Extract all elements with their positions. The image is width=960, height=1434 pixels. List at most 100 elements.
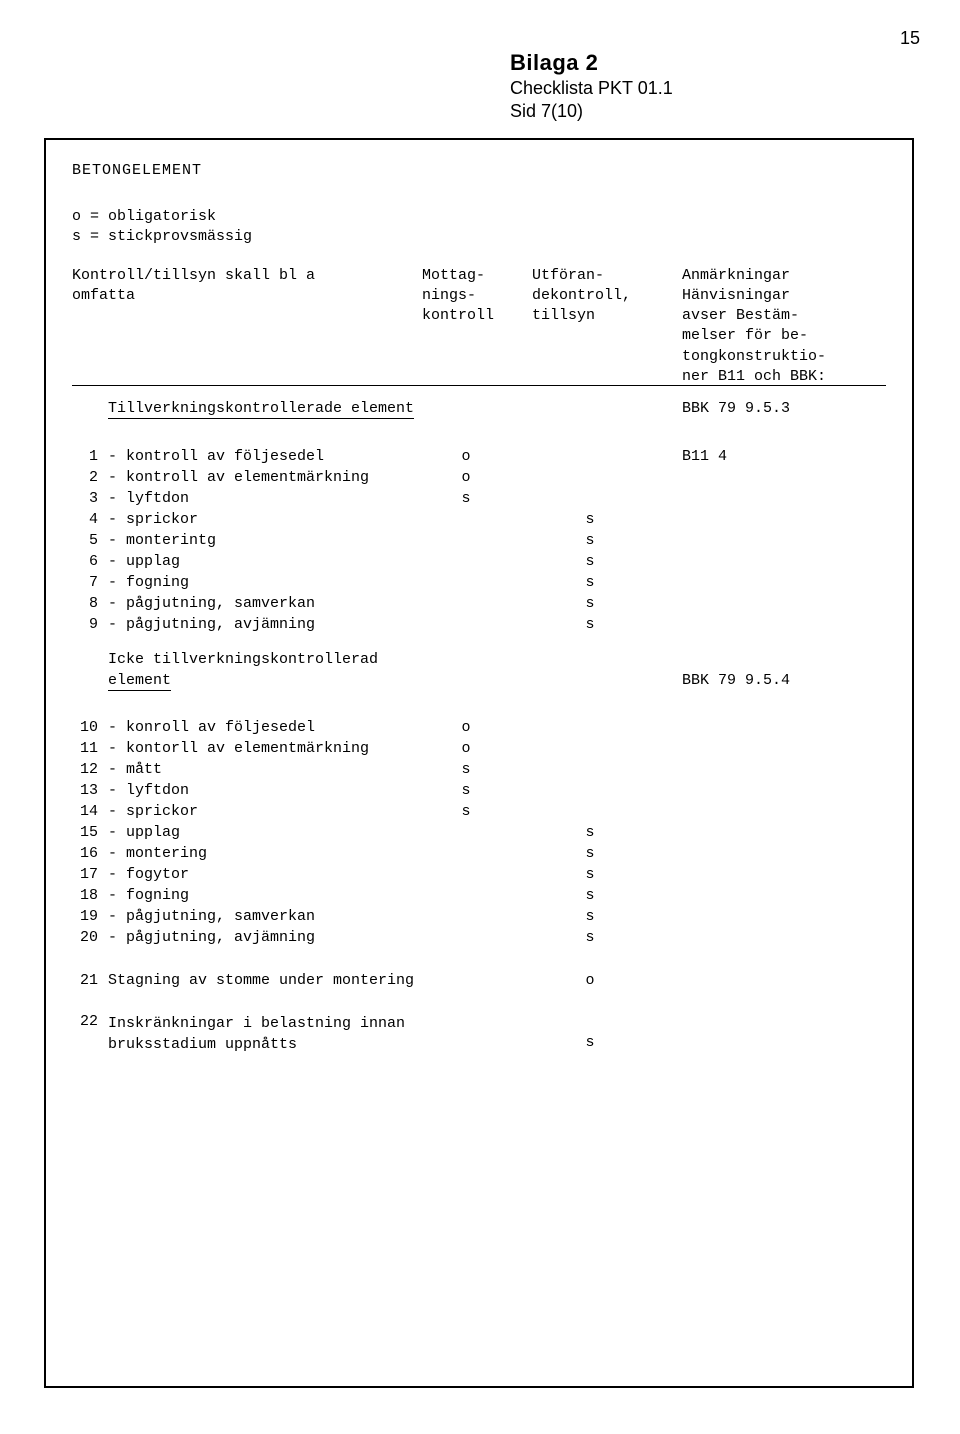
table-row: 2 - kontroll av elementmärkning o [72, 467, 886, 488]
row-num: 3 [72, 488, 98, 509]
table-row: 16- monterings [72, 843, 886, 864]
row-num: 15 [72, 822, 98, 843]
subheading-2-line1: Icke tillverkningskontrollerad [108, 651, 378, 668]
row-label: - pågjutning, samverkan [108, 593, 418, 614]
row-num: 8 [72, 593, 98, 614]
header-rule [72, 385, 886, 386]
colhead-c1c: kontroll [422, 306, 532, 326]
row-label: - upplag [108, 551, 418, 572]
row-label: - sprickor [108, 509, 418, 530]
row-c2: s [580, 593, 600, 614]
legend: o = obligatorisk s = stickprovsmässig [72, 207, 886, 248]
row-num: 1 [72, 446, 98, 467]
table-row: 6 - upplag s [72, 551, 886, 572]
row-c1: o [456, 467, 476, 488]
row-num: 18 [72, 885, 98, 906]
table-row: 3 - lyftdon s [72, 488, 886, 509]
row-num: 4 [72, 509, 98, 530]
gap [72, 424, 886, 446]
table-row: 4 - sprickor s [72, 509, 886, 530]
table-row: 15- upplags [72, 822, 886, 843]
row-num: 9 [72, 614, 98, 635]
table-row: 5- monterintgs [72, 530, 886, 551]
row-num: 20 [72, 927, 98, 948]
row-c1: o [456, 446, 476, 467]
colhead-c2a: Utföran- [532, 266, 672, 286]
row-num: 7 [72, 572, 98, 593]
header-sub1: Checklista PKT 01.1 [510, 78, 673, 99]
row-c2: s [580, 822, 600, 843]
header-title: Bilaga 2 [510, 50, 673, 76]
row-c2: s [580, 885, 600, 906]
gap [72, 948, 886, 970]
row-label: - montering [108, 843, 418, 864]
rows-group-1: 1- kontroll av följesedeloB11 42- kontro… [72, 446, 886, 635]
row-label: Stagning av stomme under montering [108, 970, 418, 991]
row-label-l1: Inskränkningar i belastning innan [108, 1013, 438, 1034]
row-num: 2 [72, 467, 98, 488]
row-c1: s [456, 488, 476, 509]
table-row: 19- pågjutning, samverkans [72, 906, 886, 927]
row-num: 11 [72, 738, 98, 759]
header-sub2: Sid 7(10) [510, 101, 673, 122]
row-num: 10 [72, 717, 98, 738]
section-title: BETONGELEMENT [72, 162, 886, 179]
row-num: 21 [72, 970, 98, 991]
subheading-2-ref: BBK 79 9.5.4 [682, 672, 790, 689]
row-c2: s [580, 530, 600, 551]
subheading-1-ref: BBK 79 9.5.3 [682, 400, 790, 417]
row-c1: o [456, 717, 476, 738]
table-row: 14 - sprickor s [72, 801, 886, 822]
rows-group-2: 10- konroll av följesedelo11 - kontorll a… [72, 717, 886, 948]
row-label: - sprickor [108, 801, 418, 822]
subheading-1: Tillverkningskontrollerade element BBK 7… [72, 400, 886, 422]
gap [72, 991, 886, 1013]
colhead-c1b: nings- [422, 286, 532, 306]
colhead-c3: Anmärkningar Hänvisningar avser Bestäm- … [682, 266, 892, 388]
row-num: 19 [72, 906, 98, 927]
row-num: 13 [72, 780, 98, 801]
colhead-c2b: dekontroll, [532, 286, 672, 306]
table-row: 20 - pågjutning, avjämning s [72, 927, 886, 948]
row-label: - pågjutning, avjämning [108, 614, 418, 635]
row-c2: s [580, 927, 600, 948]
row-num: 22 [72, 1013, 98, 1030]
table-row: 13- lyftdons [72, 780, 886, 801]
colhead-c3b: Hänvisningar [682, 286, 892, 306]
table-row: 18 - fogning s [72, 885, 886, 906]
row-c2: s [580, 614, 600, 635]
row-label: - lyftdon [108, 488, 418, 509]
row-c2: s [580, 1034, 600, 1051]
row-label: - kontroll av elementmärkning [108, 467, 418, 488]
row-label: - fogning [108, 885, 418, 906]
table-row: 10- konroll av följesedelo [72, 717, 886, 738]
row-c1: s [456, 759, 476, 780]
row-num: 17 [72, 864, 98, 885]
gap [72, 695, 886, 717]
colhead-c1a: Mottag- [422, 266, 532, 286]
row-label: - monterintg [108, 530, 418, 551]
table-row: 9 - pågjutning, avjämning s [72, 614, 886, 635]
table-row: 12- måtts [72, 759, 886, 780]
row-c1: s [456, 801, 476, 822]
row-label-l2: bruksstadium uppnåtts [108, 1034, 438, 1055]
row-num: 6 [72, 551, 98, 572]
page: 15 Bilaga 2 Checklista PKT 01.1 Sid 7(10… [0, 0, 960, 1434]
table-row: 21 Stagning av stomme under montering o [72, 970, 886, 991]
row-label: Inskränkningar i belastning innan brukss… [108, 1013, 438, 1055]
row-label: - mått [108, 759, 418, 780]
subheading-2: Icke tillverkningskontrollerad element B… [72, 651, 886, 695]
content-frame: BETONGELEMENT o = obligatorisk s = stick… [44, 138, 914, 1388]
colhead-c3c: avser Bestäm- [682, 306, 892, 326]
row-label: - fogytor [108, 864, 418, 885]
table-row: 8 - pågjutning, samverkan s [72, 593, 886, 614]
colhead-c2c: tillsyn [532, 306, 672, 326]
row-label: - kontorll av elementmärkning [108, 738, 418, 759]
table-row: 22 Inskränkningar i belastning innan bru… [72, 1013, 886, 1055]
row-label: - pågjutning, avjämning [108, 927, 418, 948]
row-c2: s [580, 551, 600, 572]
row-c2: s [580, 509, 600, 530]
row-num: 14 [72, 801, 98, 822]
table-row: 7- fognings [72, 572, 886, 593]
row-label: - lyftdon [108, 780, 418, 801]
